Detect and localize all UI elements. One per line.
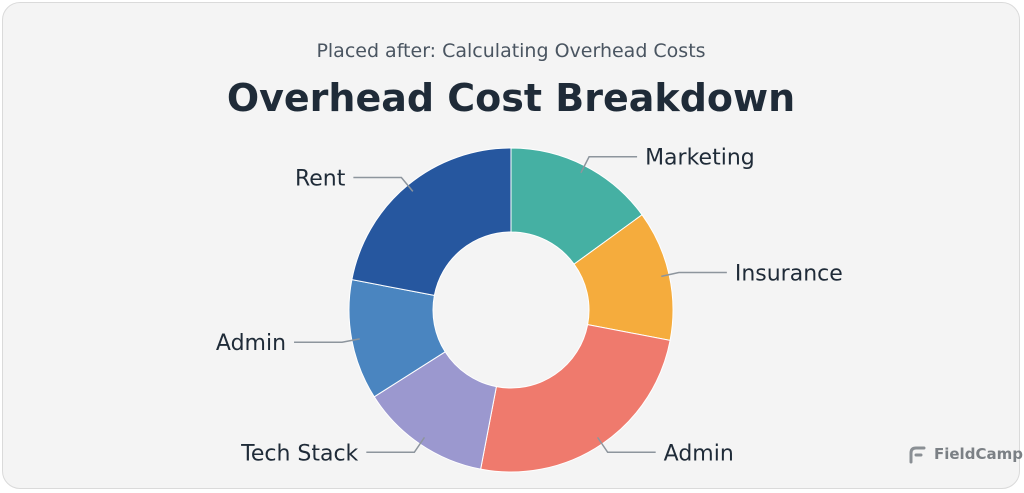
chart-title: Overhead Cost Breakdown [226, 76, 796, 120]
slice-label-admin-2: Admin [664, 441, 734, 466]
slice-label-marketing-0: Marketing [645, 146, 755, 171]
leader-line-insurance-1 [661, 271, 727, 278]
fieldcamp-logo-icon [909, 446, 926, 464]
slice-label-insurance-1: Insurance [735, 261, 843, 286]
slice-rent-5 [351, 147, 512, 296]
chart-subtitle: Placed after: Calculating Overhead Costs [316, 40, 706, 62]
slice-label-rent-5: Rent [295, 166, 346, 191]
fieldcamp-logo: FieldCamp [906, 443, 1023, 465]
slice-label-tech-stack-3: Tech Stack [240, 441, 358, 466]
leader-line-tech-stack-3 [366, 436, 426, 454]
slice-admin-2 [480, 324, 671, 473]
fieldcamp-logo-text: FieldCamp [934, 445, 1023, 463]
slice-label-admin-4: Admin [216, 331, 286, 356]
leader-line-admin-4 [294, 338, 360, 343]
leader-line-admin-2 [596, 436, 656, 454]
slice-marketing-0 [510, 147, 643, 265]
leader-line-marketing-0 [580, 155, 638, 174]
leader-line-rent-5 [353, 176, 414, 192]
